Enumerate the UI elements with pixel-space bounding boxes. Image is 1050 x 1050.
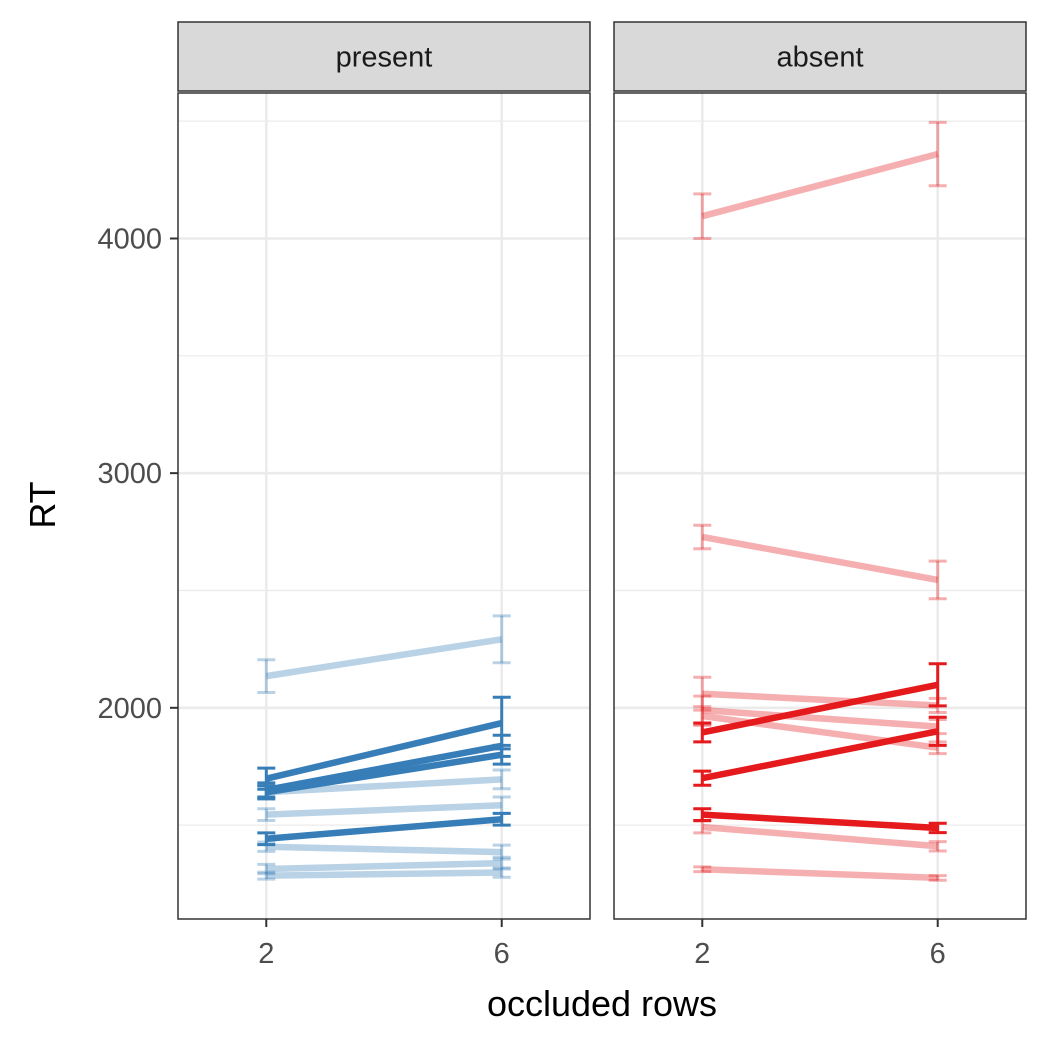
- x-tick-label: 6: [930, 938, 946, 970]
- data-line: [266, 776, 502, 796]
- x-axis-title: occluded rows: [487, 983, 717, 1024]
- y-tick-label: 2000: [97, 693, 162, 725]
- data-line: [701, 728, 939, 782]
- y-tick-label: 3000: [97, 458, 162, 490]
- panel-background: [614, 93, 1026, 919]
- data-line: [265, 742, 503, 794]
- panel-border: [613, 92, 1027, 920]
- data-line: [702, 706, 938, 730]
- error-bar: [693, 192, 712, 240]
- error-bar: [693, 675, 712, 712]
- data-line: [266, 859, 502, 873]
- error-bar: [693, 721, 712, 744]
- data-line: [701, 150, 939, 220]
- error-bar: [928, 559, 947, 601]
- strip-label-absent: absent: [776, 42, 863, 74]
- panel-present: present: [177, 21, 591, 920]
- data-line: [702, 811, 938, 832]
- series-line: [693, 662, 947, 744]
- series-line: [693, 715, 947, 787]
- panels-layer: present absent: [177, 21, 1027, 920]
- error-bar: [257, 807, 276, 822]
- error-bar: [257, 870, 276, 881]
- series-line: [257, 614, 511, 695]
- error-bar: [928, 821, 947, 835]
- error-bar: [492, 811, 511, 827]
- data-line: [702, 823, 938, 850]
- series-line: [257, 743, 511, 801]
- error-bar: [492, 614, 511, 665]
- data-line: [266, 843, 502, 856]
- data-line: [702, 866, 938, 882]
- error-bar: [257, 658, 276, 695]
- x-tick-label: 2: [694, 938, 710, 970]
- data-line: [702, 690, 938, 709]
- error-bar: [257, 784, 276, 801]
- data-line: [265, 636, 503, 680]
- panel-border: [177, 92, 591, 920]
- series-line: [693, 523, 947, 601]
- y-axis-title: RT: [22, 481, 63, 528]
- data-line: [701, 533, 939, 584]
- data-line: [266, 816, 502, 842]
- error-bar: [492, 855, 511, 871]
- data-line: [265, 751, 503, 796]
- x-tick-label: 2: [258, 938, 274, 970]
- series-line: [693, 120, 947, 240]
- error-bar: [693, 865, 712, 874]
- error-bar: [492, 768, 511, 791]
- panel-absent: absent: [613, 21, 1027, 920]
- y-tick-label: 4000: [97, 223, 162, 255]
- error-bar: [928, 840, 947, 853]
- error-bar: [928, 874, 947, 882]
- data-line: [701, 681, 939, 736]
- data-line: [266, 869, 502, 879]
- error-bar: [492, 866, 511, 879]
- series-line: [693, 807, 947, 835]
- series-line: [257, 866, 511, 881]
- error-bar: [693, 769, 712, 787]
- error-bar: [492, 843, 511, 861]
- series-line: [257, 811, 511, 847]
- error-bar: [928, 715, 947, 747]
- x-axis: 2 6 2 6: [258, 919, 946, 970]
- error-bar: [693, 807, 712, 822]
- y-axis: 2000 3000 4000: [97, 223, 178, 725]
- error-bar: [693, 523, 712, 551]
- panel-background: [178, 93, 590, 919]
- series-line: [257, 855, 511, 876]
- data-line: [266, 801, 502, 818]
- x-tick-label: 6: [494, 938, 510, 970]
- error-bar: [928, 120, 947, 188]
- strip-label-present: present: [336, 42, 433, 74]
- strip-background: [177, 21, 591, 92]
- series-line: [693, 865, 947, 882]
- error-bar: [928, 662, 947, 708]
- strip-background: [613, 21, 1027, 92]
- error-bar: [257, 831, 276, 847]
- error-bar: [257, 862, 276, 876]
- error-bar: [492, 743, 511, 766]
- data-line: [265, 719, 503, 782]
